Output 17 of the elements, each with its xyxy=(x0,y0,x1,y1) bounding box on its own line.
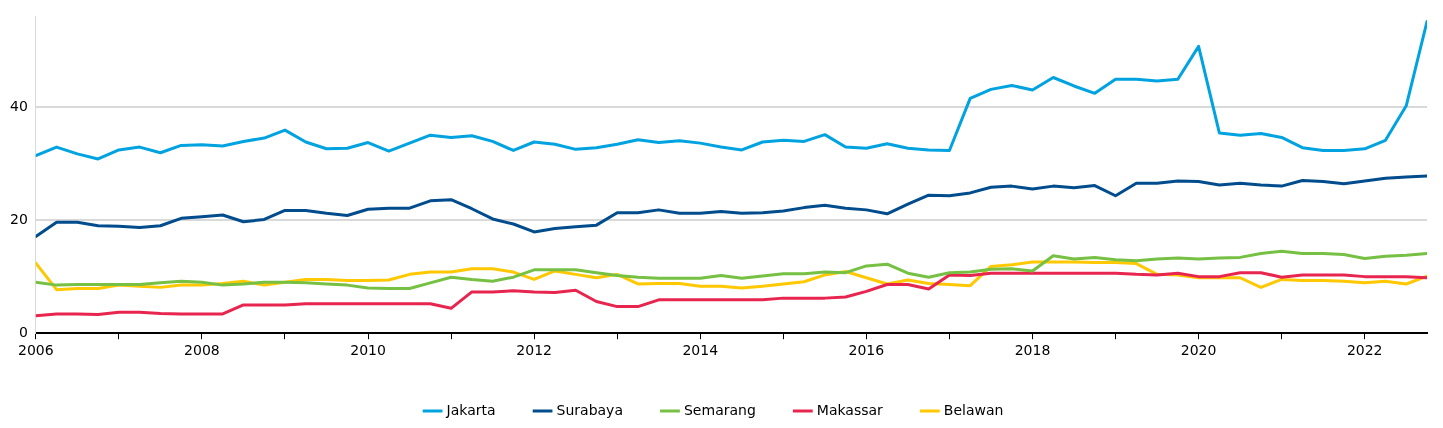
x-tick-label: 2010 xyxy=(350,342,386,359)
legend-label: Surabaya xyxy=(556,401,623,418)
x-tick-label: 2022 xyxy=(1346,342,1383,359)
legend-label: Jakarta xyxy=(445,401,496,418)
x-tick-label: 2006 xyxy=(17,342,54,359)
x-tick-label: 2016 xyxy=(848,342,885,359)
y-tick-label: 20 xyxy=(9,210,28,227)
x-tick-label: 2008 xyxy=(184,342,220,359)
x-tick-label: 2018 xyxy=(1014,342,1051,359)
x-tick-label: 2014 xyxy=(682,342,719,359)
y-tick-label: 0 xyxy=(18,323,28,340)
legend-label: Belawan xyxy=(943,401,1004,418)
y-tick-label: 40 xyxy=(9,97,28,114)
legend-label: Makassar xyxy=(816,401,884,418)
x-tick-label: 2020 xyxy=(1180,342,1217,359)
legend-label: Semarang xyxy=(683,401,756,418)
x-tick-label: 2012 xyxy=(516,342,552,359)
